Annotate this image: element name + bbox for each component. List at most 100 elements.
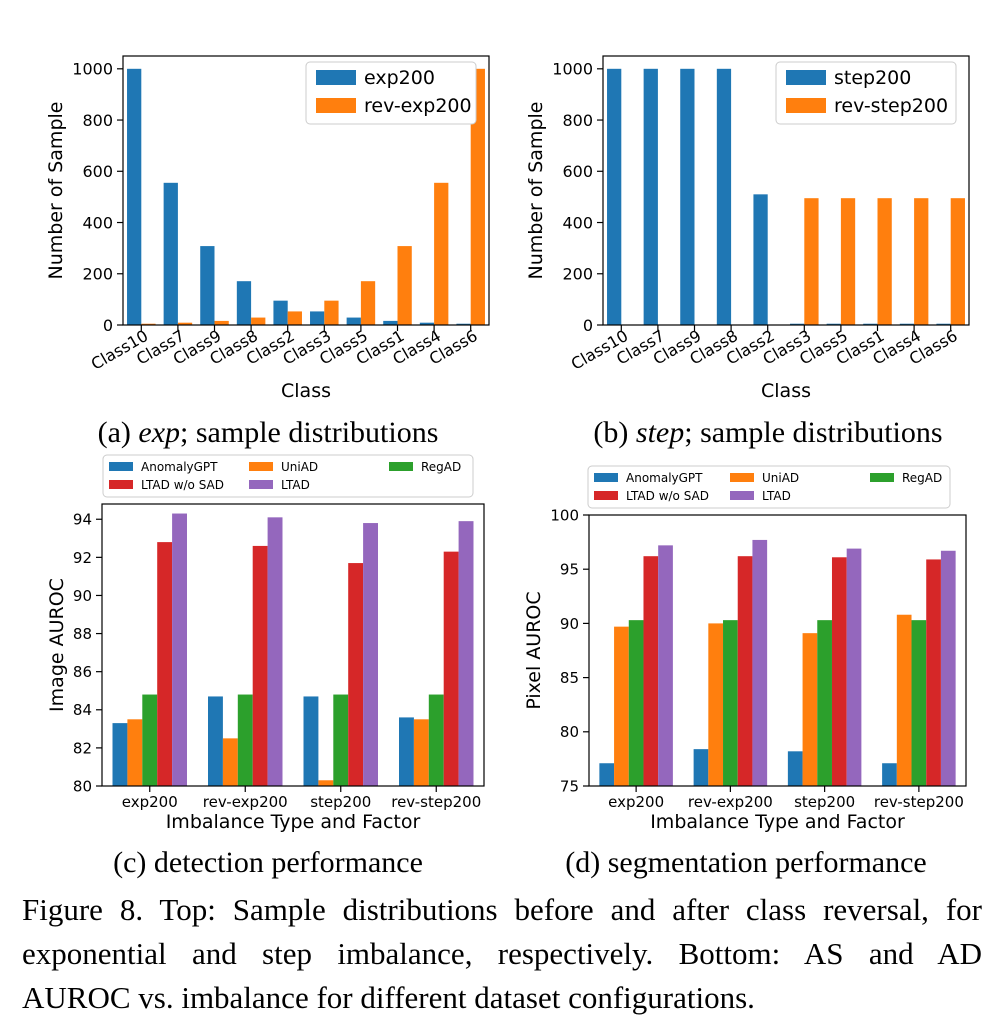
x-axis-label: Imbalance Type and Factor <box>166 811 421 833</box>
y-tick-label: 80 <box>73 777 92 795</box>
bar-step200 <box>303 696 319 786</box>
bar-class5 <box>360 281 376 325</box>
legend-swatch <box>594 473 618 482</box>
bar-exp200 <box>172 513 187 786</box>
bar-class10 <box>141 323 156 325</box>
legend-swatch <box>730 473 754 482</box>
bar-exp200 <box>112 723 128 786</box>
bar-class5 <box>826 323 841 325</box>
chart-b: 02004006008001000Class10Class7Class9Clas… <box>525 55 970 402</box>
bar-class9 <box>214 320 229 325</box>
chart-a: 02004006008001000Class10Class7Class9Clas… <box>45 55 490 402</box>
bar-rev-exp200 <box>693 749 709 786</box>
legend-label: LTAD <box>762 489 791 503</box>
legend: step200 rev-step200 <box>775 61 957 125</box>
bar-class2 <box>753 194 768 325</box>
bar-class6 <box>936 323 951 325</box>
legend-swatch <box>594 491 618 500</box>
bar-rev-exp200 <box>708 623 724 786</box>
subcaption-a-italic: exp <box>138 416 181 449</box>
legend-label: LTAD w/o SAD <box>626 489 709 503</box>
legend-swatch <box>109 462 133 471</box>
bar-exp200 <box>658 545 673 786</box>
bar-rev-exp200 <box>252 545 268 786</box>
chart-c: 80 82 84 86 88 90 92 94 exp200 rev-exp200 step200 r… <box>46 454 485 833</box>
figure-caption-line-3: AUROC vs. imbalance for different datase… <box>22 980 755 1015</box>
bar-class3 <box>310 311 325 325</box>
y-tick-label: 75 <box>560 777 579 795</box>
legend-label: LTAD <box>281 478 310 492</box>
legend-label: rev-exp200 <box>364 95 472 117</box>
subcaption-a-prefix: (a) <box>97 416 131 449</box>
bar-step200 <box>363 523 378 786</box>
x-tick-label: step200 <box>794 793 855 811</box>
bar-class5 <box>840 198 856 325</box>
legend: AnomalyGPT UniAD RegAD LTAD w/o SAD LTAD <box>102 454 474 498</box>
x-axis-label: Imbalance Type and Factor <box>650 811 905 833</box>
x-axis-label: Class <box>281 380 331 402</box>
bar-exp200 <box>127 719 143 786</box>
y-tick-label: 800 <box>562 111 593 130</box>
legend-box <box>102 454 474 498</box>
legend-swatch <box>730 491 754 500</box>
bar-class4 <box>419 322 435 325</box>
figure-caption: Figure 8. Top: Sample distributions befo… <box>22 888 982 1020</box>
y-tick-label: 600 <box>82 162 113 181</box>
bar-rev-step200 <box>911 620 927 786</box>
y-tick-label: 100 <box>550 506 579 524</box>
y-tick-label: 95 <box>560 561 579 579</box>
y-tick-label: 1000 <box>72 60 113 79</box>
legend-label: AnomalyGPT <box>626 471 703 485</box>
subcaption-a: (a) exp; sample distributions <box>28 416 508 450</box>
legend-label: UniAD <box>762 471 799 485</box>
series-anomalygpt <box>112 696 414 786</box>
bar-rev-step200 <box>882 763 897 786</box>
bar-rev-exp200 <box>267 517 283 786</box>
legend-label: rev-step200 <box>834 95 948 117</box>
bar-class4 <box>434 182 449 325</box>
y-tick-label: 200 <box>562 265 593 284</box>
bar-step200 <box>348 563 364 786</box>
legend-label: RegAD <box>902 471 942 485</box>
bar-class1 <box>383 320 398 325</box>
subcaption-b: (b) step; sample distributions <box>528 416 1006 450</box>
legend-box <box>587 465 951 509</box>
y-tick-label: 84 <box>73 701 92 719</box>
series-anomalygpt <box>599 749 897 786</box>
bar-class7 <box>177 322 193 325</box>
y-axis-label: Image AUROC <box>46 578 68 712</box>
y-tick-label: 400 <box>562 213 593 232</box>
legend: AnomalyGPT UniAD RegAD LTAD w/o SAD LTAD <box>587 465 951 509</box>
x-tick-label: step200 <box>310 793 371 811</box>
y-tick-label: 400 <box>82 213 113 232</box>
bar-class3 <box>804 198 819 325</box>
series-step200 <box>607 68 951 325</box>
bar-class1 <box>397 246 412 325</box>
chart-b-panel: 0 200 400 600 800 1000 Class10 Class7 Class9 Clas… <box>0 0 1006 415</box>
figure-caption-line-1: Figure 8. Top: Sample distributions befo… <box>22 892 982 927</box>
bar-class7 <box>163 182 178 325</box>
bar-class4 <box>914 198 929 325</box>
series-exp200 <box>127 68 471 325</box>
y-tick-label: 800 <box>82 111 113 130</box>
bar-class7 <box>643 68 658 325</box>
subcaption-c: (c) detection performance <box>113 846 423 879</box>
plot-frame <box>588 514 967 787</box>
bar-exp200 <box>599 763 615 786</box>
bar-step200 <box>318 780 334 786</box>
y-axis-label: Number of Sample <box>45 102 67 280</box>
y-tick-label: 200 <box>82 265 113 284</box>
y-axis-label: Number of Sample <box>525 102 547 280</box>
series-rev-step200 <box>804 198 965 325</box>
x-axis-label: Class <box>761 380 811 402</box>
legend-label: UniAD <box>281 460 318 474</box>
bar-rev-step200 <box>413 719 429 786</box>
legend-label: LTAD w/o SAD <box>141 478 224 492</box>
bar-rev-step200 <box>458 521 474 786</box>
legend-swatch <box>316 98 356 113</box>
bar-step200 <box>802 633 818 786</box>
legend: exp200 rev-exp200 <box>305 61 477 125</box>
bar-rev-exp200 <box>208 696 223 786</box>
legend-label: step200 <box>834 67 911 89</box>
bar-class2 <box>273 300 288 325</box>
